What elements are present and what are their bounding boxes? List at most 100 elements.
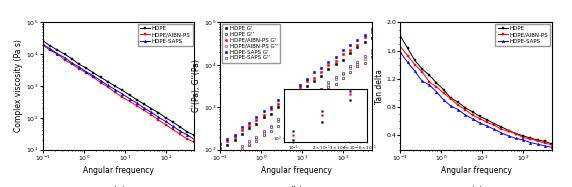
HDPE/AIBN-PS	[90, 76, 97, 79]
HDPE/AIBN-PS	[148, 114, 154, 116]
HDPE	[520, 135, 527, 137]
HDPE-SAPS G'	[224, 138, 231, 140]
HDPE/AIBN-PS	[491, 124, 498, 126]
HDPE-SAPS G''	[231, 151, 238, 153]
HDPE G'	[245, 127, 252, 130]
HDPE/AIBN-PS G''	[239, 148, 245, 150]
HDPE/AIBN-PS	[184, 138, 190, 140]
HDPE/AIBN-PS	[47, 49, 54, 51]
HDPE	[83, 67, 90, 69]
HDPE/AIBN-PS	[112, 91, 118, 93]
HDPE	[476, 115, 483, 118]
HDPE G'	[253, 122, 260, 125]
Line: HDPE-SAPS: HDPE-SAPS	[42, 43, 196, 141]
HDPE/AIBN-PS G'	[253, 119, 260, 121]
HDPE/AIBN-PS	[97, 81, 104, 84]
HDPE/AIBN-PS	[133, 105, 140, 107]
HDPE-SAPS G''	[332, 76, 339, 78]
HDPE/AIBN-PS G''	[260, 132, 267, 134]
HDPE/AIBN-PS G''	[368, 51, 375, 54]
Line: HDPE/AIBN-PS: HDPE/AIBN-PS	[399, 45, 553, 146]
HDPE-SAPS	[397, 51, 404, 53]
HDPE/AIBN-PS	[440, 92, 447, 94]
HDPE	[155, 111, 162, 114]
Legend: HDPE G', HDPE G'', HDPE/AIBN-PS G', HDPE/AIBN-PS G'', HDPE-SAPS G', HDPE-SAPS G': HDPE G', HDPE G'', HDPE/AIBN-PS G', HDPE…	[222, 24, 280, 63]
HDPE-SAPS G''	[325, 81, 332, 84]
HDPE	[112, 85, 118, 87]
HDPE G'	[318, 75, 325, 77]
HDPE	[169, 121, 176, 123]
HDPE-SAPS G'	[282, 94, 289, 96]
Line: HDPE-SAPS G': HDPE-SAPS G'	[219, 27, 373, 145]
HDPE	[39, 40, 46, 42]
HDPE-SAPS G'	[325, 61, 332, 64]
HDPE/AIBN-PS G''	[347, 67, 353, 69]
HDPE	[68, 58, 75, 60]
HDPE	[440, 89, 447, 91]
HDPE-SAPS	[534, 143, 541, 145]
HDPE-SAPS G''	[361, 54, 368, 57]
HDPE/AIBN-PS G''	[296, 104, 303, 107]
HDPE/AIBN-PS G'	[368, 31, 375, 33]
HDPE-SAPS	[90, 75, 97, 77]
HDPE/AIBN-PS G'	[296, 86, 303, 88]
HDPE-SAPS G'	[245, 122, 252, 124]
HDPE G''	[296, 108, 303, 110]
HDPE/AIBN-PS G''	[282, 115, 289, 118]
HDPE/AIBN-PS	[126, 100, 133, 102]
HDPE-SAPS G'	[303, 77, 310, 80]
HDPE	[505, 129, 512, 132]
HDPE-SAPS G'	[217, 143, 224, 145]
HDPE	[397, 35, 404, 37]
HDPE G''	[267, 130, 274, 132]
HDPE/AIBN-PS	[527, 138, 534, 140]
HDPE G'	[340, 59, 347, 61]
HDPE	[97, 76, 104, 78]
HDPE/AIBN-PS	[513, 133, 519, 135]
Line: HDPE/AIBN-PS G'': HDPE/AIBN-PS G''	[219, 51, 373, 166]
HDPE-SAPS	[433, 91, 440, 93]
HDPE	[133, 99, 140, 101]
HDPE	[411, 59, 418, 62]
HDPE-SAPS	[191, 139, 198, 141]
HDPE-SAPS	[133, 102, 140, 104]
HDPE-SAPS	[455, 108, 462, 111]
HDPE/AIBN-PS G''	[275, 120, 281, 122]
HDPE-SAPS	[483, 125, 490, 127]
HDPE/AIBN-PS G'	[260, 114, 267, 116]
HDPE	[61, 53, 68, 55]
HDPE-SAPS G'	[347, 44, 353, 46]
HDPE G'	[275, 106, 281, 108]
HDPE/AIBN-PS	[541, 142, 548, 144]
HDPE/AIBN-PS G'	[239, 129, 245, 131]
HDPE	[191, 134, 198, 137]
HDPE/AIBN-PS G''	[245, 143, 252, 145]
HDPE	[119, 89, 126, 91]
HDPE/AIBN-PS	[39, 44, 46, 46]
HDPE/AIBN-PS	[520, 137, 527, 139]
HDPE-SAPS G''	[267, 126, 274, 128]
HDPE-SAPS	[97, 79, 104, 82]
HDPE-SAPS G'	[332, 56, 339, 58]
HDPE/AIBN-PS	[426, 81, 432, 83]
HDPE-SAPS	[541, 145, 548, 147]
HDPE-SAPS	[162, 120, 169, 122]
HDPE/AIBN-PS	[119, 96, 126, 98]
HDPE/AIBN-PS G'	[275, 103, 281, 105]
HDPE/AIBN-PS G'	[332, 60, 339, 62]
HDPE G''	[325, 86, 332, 88]
HDPE/AIBN-PS G'	[231, 136, 238, 138]
HDPE-SAPS G''	[289, 109, 296, 111]
HDPE G''	[245, 144, 252, 146]
HDPE-SAPS	[184, 134, 190, 136]
HDPE-SAPS G'	[267, 105, 274, 108]
Text: (a): (a)	[112, 185, 125, 187]
HDPE	[447, 97, 454, 99]
HDPE/AIBN-PS G''	[253, 137, 260, 139]
HDPE/AIBN-PS	[155, 119, 162, 121]
HDPE G'	[303, 85, 310, 87]
HDPE/AIBN-PS G'	[354, 43, 361, 46]
HDPE G'	[368, 37, 375, 39]
HDPE	[498, 126, 505, 128]
HDPE	[105, 80, 112, 83]
